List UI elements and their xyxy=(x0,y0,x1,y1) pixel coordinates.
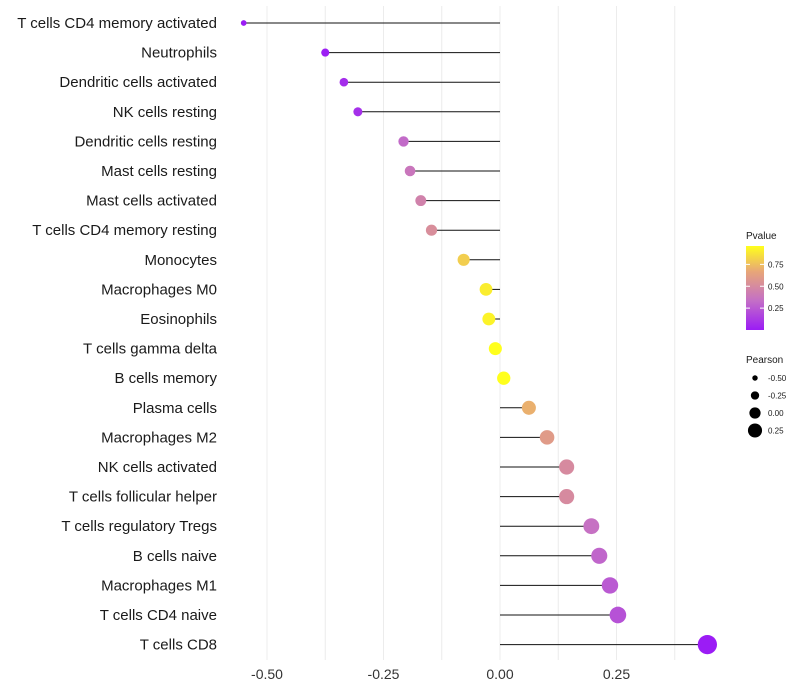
lollipop-point xyxy=(591,547,608,564)
lollipop-point xyxy=(539,430,555,445)
category-label: Dendritic cells resting xyxy=(74,133,217,150)
pearson-legend-dot xyxy=(747,423,763,438)
lollipop-point xyxy=(321,48,330,57)
point-layer xyxy=(240,20,717,655)
category-label: Monocytes xyxy=(144,252,217,269)
pearson-legend-label: 0.25 xyxy=(768,427,784,436)
lollipop-point xyxy=(497,371,511,385)
category-label: Dendritic cells activated xyxy=(59,74,217,91)
category-label: NK cells activated xyxy=(98,459,217,476)
x-axis-ticks: -0.50 -0.25 0.00 0.25 xyxy=(251,666,630,682)
pearson-legend-label: 0.00 xyxy=(768,409,784,418)
lollipop-point xyxy=(425,224,438,236)
category-label: Plasma cells xyxy=(133,400,217,417)
pearson-legend-label: -0.25 xyxy=(768,392,787,401)
lollipop-point xyxy=(601,577,619,594)
category-label: T cells CD4 naive xyxy=(100,607,217,624)
lollipop-point xyxy=(482,312,496,326)
lollipop-point xyxy=(404,165,416,177)
lollipop-point xyxy=(488,342,502,356)
pearson-legend-label: -0.50 xyxy=(768,374,787,383)
category-label: T cells CD8 xyxy=(140,637,217,654)
category-label: Macrophages M0 xyxy=(101,281,217,298)
category-labels: T cells CD4 memory activated Neutrophils D… xyxy=(17,15,217,654)
category-label: T cells CD4 memory resting xyxy=(32,222,217,239)
lollipop-point xyxy=(353,107,363,117)
pearson-legend-dot xyxy=(749,407,761,419)
lollipop-point xyxy=(559,459,575,475)
category-label: Macrophages M2 xyxy=(101,429,217,446)
pvalue-legend-title: Pvalue xyxy=(746,231,777,242)
category-label: Mast cells activated xyxy=(86,193,217,210)
category-label: T cells gamma delta xyxy=(83,341,218,358)
lollipop-point xyxy=(609,606,627,624)
pearson-legend-dot xyxy=(752,375,758,381)
x-tick-label: -0.25 xyxy=(368,666,400,682)
category-label: Mast cells resting xyxy=(101,163,217,180)
pvalue-colorbar xyxy=(746,246,764,330)
pearson-legend-title: Pearson xyxy=(746,355,783,366)
pearson-legend: Pearson -0.50 -0.25 0.00 0.25 xyxy=(746,355,787,438)
pvalue-legend-label: 0.75 xyxy=(768,260,784,269)
category-label: NK cells resting xyxy=(113,104,217,121)
x-tick-label: 0.25 xyxy=(603,666,630,682)
lollipop-point xyxy=(583,518,600,535)
lollipop-point xyxy=(479,283,493,296)
category-label: Eosinophils xyxy=(140,311,217,328)
grid-layer xyxy=(266,6,676,660)
category-label: Macrophages M1 xyxy=(101,577,217,594)
lollipop-point xyxy=(521,400,536,415)
lollipop-point xyxy=(697,634,717,655)
x-tick-label: -0.50 xyxy=(251,666,283,682)
lollipop-point xyxy=(457,253,470,266)
category-label: B cells naive xyxy=(133,548,217,565)
category-label: Neutrophils xyxy=(141,45,217,62)
lollipop-point xyxy=(559,489,575,505)
stem-layer xyxy=(243,22,708,646)
lollipop-point xyxy=(240,20,247,26)
pvalue-legend-label: 0.25 xyxy=(768,304,784,313)
pearson-legend-dot xyxy=(750,391,760,400)
lollipop-point xyxy=(339,77,349,87)
pvalue-legend-label: 0.50 xyxy=(768,282,784,291)
lollipop-point xyxy=(415,195,427,207)
category-label: T cells CD4 memory activated xyxy=(17,15,217,32)
lollipop-point xyxy=(398,136,409,147)
category-label: B cells memory xyxy=(114,370,217,387)
x-tick-label: 0.00 xyxy=(486,666,513,682)
category-label: T cells regulatory Tregs xyxy=(61,518,217,535)
category-label: T cells follicular helper xyxy=(69,489,217,506)
pvalue-legend: Pvalue 0.75 0.50 0.25 xyxy=(746,231,784,330)
